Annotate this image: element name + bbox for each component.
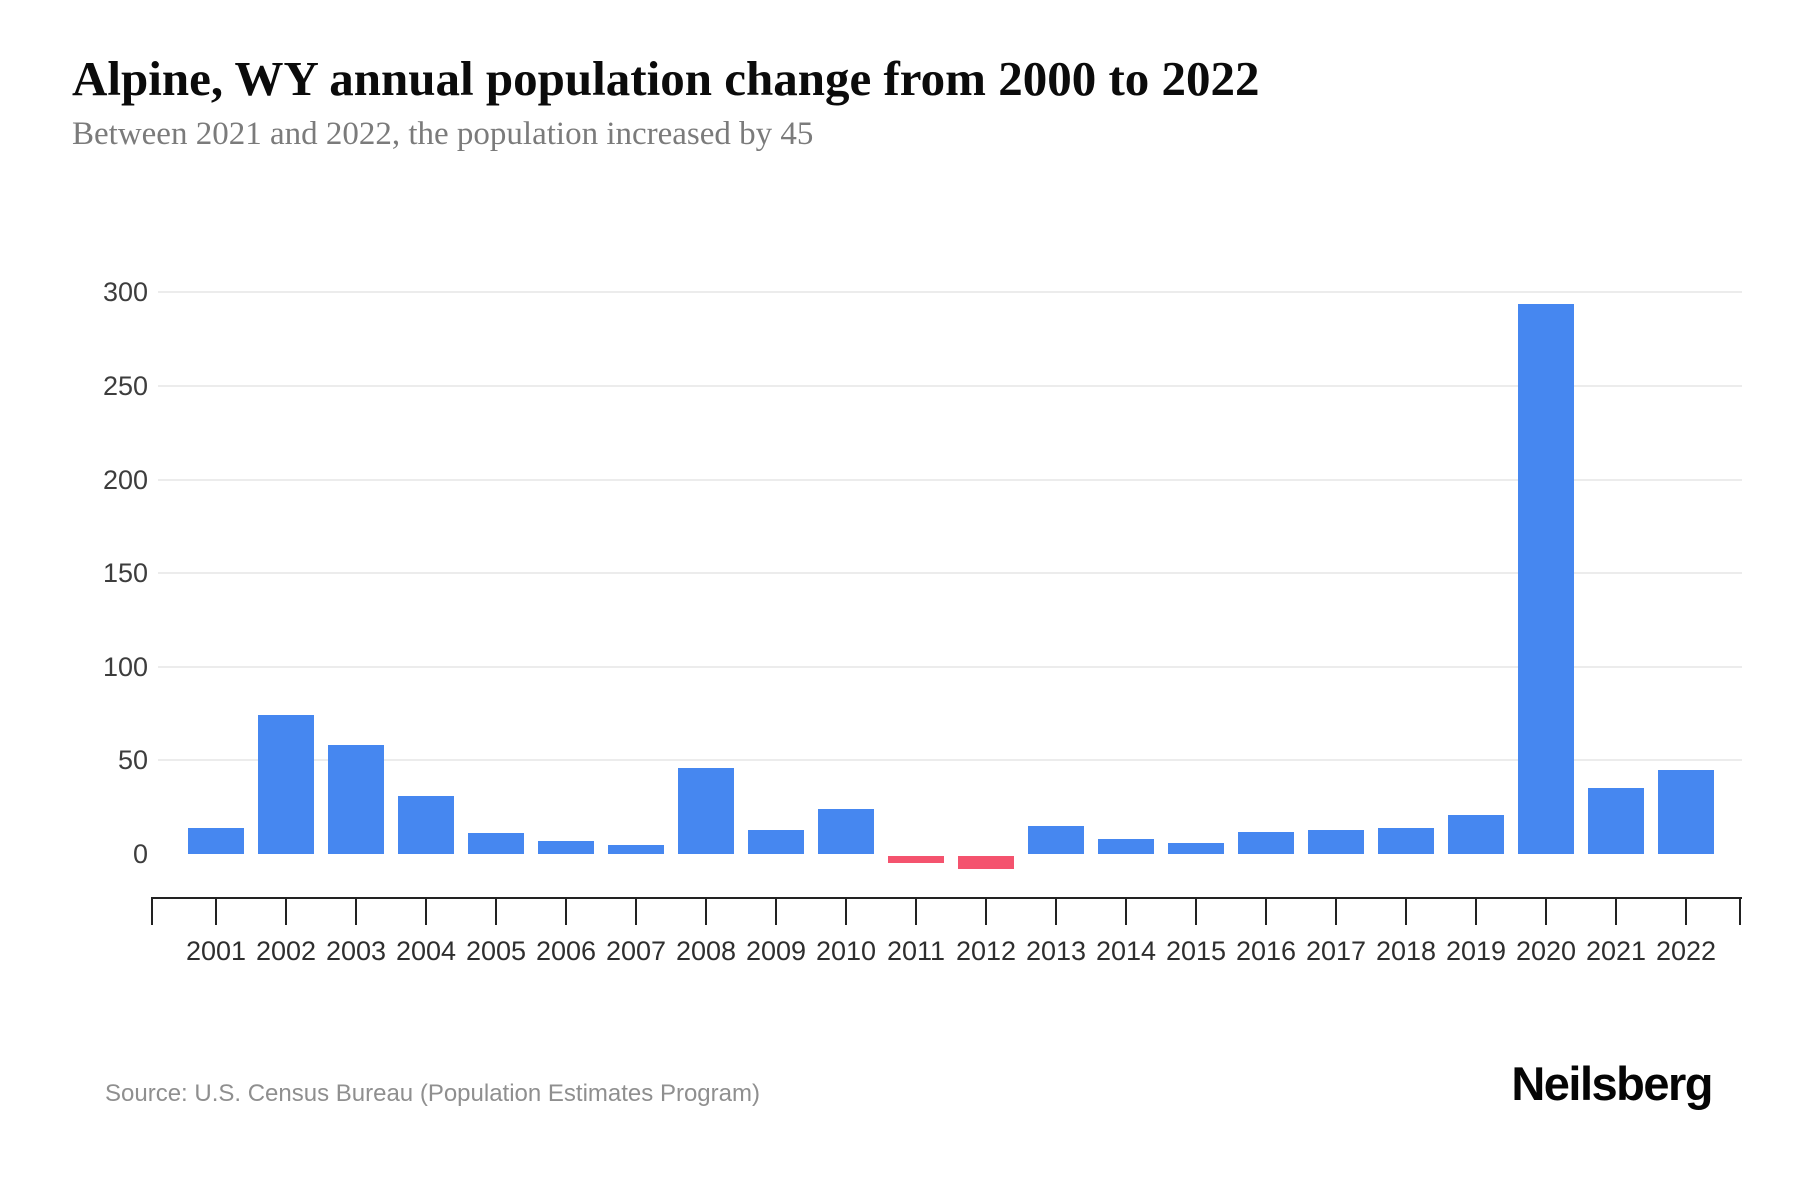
x-axis-tick-2017 bbox=[1335, 897, 1337, 925]
x-axis-label-2010: 2010 bbox=[815, 936, 877, 966]
bar-2003[interactable] bbox=[328, 745, 384, 854]
x-axis-label-2008: 2008 bbox=[675, 936, 737, 966]
x-axis-tick-2015 bbox=[1195, 897, 1197, 925]
x-axis-tick-2009 bbox=[775, 897, 777, 925]
gridline-100 bbox=[158, 665, 1742, 668]
x-axis-tick-2022 bbox=[1685, 897, 1687, 925]
x-axis-label-2021: 2021 bbox=[1585, 936, 1647, 966]
bar-2016[interactable] bbox=[1238, 831, 1294, 854]
y-axis-tick-label-0: 0 bbox=[132, 839, 148, 869]
x-axis-tick-2008 bbox=[705, 897, 707, 925]
bar-2022[interactable] bbox=[1658, 769, 1714, 854]
chart-subtitle: Between 2021 and 2022, the population in… bbox=[72, 116, 814, 152]
gridline-50 bbox=[158, 759, 1742, 762]
x-axis-tick-2004 bbox=[425, 897, 427, 925]
x-axis-end-tick bbox=[1739, 897, 1741, 925]
gridline-300 bbox=[158, 291, 1742, 294]
neilsberg-logo: Neilsberg bbox=[1511, 1057, 1713, 1110]
x-axis-label-2003: 2003 bbox=[325, 936, 387, 966]
x-axis-tick-2003 bbox=[355, 897, 357, 925]
x-axis-tick-2002 bbox=[285, 897, 287, 925]
bar-2018[interactable] bbox=[1378, 827, 1434, 854]
x-axis-label-2014: 2014 bbox=[1095, 936, 1157, 966]
x-axis-tick-2007 bbox=[635, 897, 637, 925]
bar-2009[interactable] bbox=[748, 829, 804, 854]
x-axis-tick-2010 bbox=[845, 897, 847, 925]
bar-2013[interactable] bbox=[1028, 825, 1084, 854]
x-axis-label-2016: 2016 bbox=[1235, 936, 1297, 966]
bar-2010[interactable] bbox=[818, 809, 874, 854]
bar-2015[interactable] bbox=[1168, 842, 1224, 854]
gridline-250 bbox=[158, 385, 1742, 387]
x-axis-tick-2016 bbox=[1265, 897, 1267, 925]
x-axis-tick-2005 bbox=[495, 897, 497, 925]
x-axis-tick-2012 bbox=[985, 897, 987, 925]
x-axis-label-2015: 2015 bbox=[1165, 936, 1227, 966]
x-axis-tick-2013 bbox=[1055, 897, 1057, 925]
bar-2006[interactable] bbox=[538, 840, 594, 854]
x-axis-label-2001: 2001 bbox=[185, 936, 247, 966]
y-axis-tick-label-50: 50 bbox=[117, 745, 148, 776]
x-axis-label-2022: 2022 bbox=[1655, 936, 1717, 966]
x-axis-label-2002: 2002 bbox=[255, 936, 317, 966]
bar-2011[interactable] bbox=[888, 856, 944, 864]
y-axis-tick-label-200: 200 bbox=[102, 464, 148, 495]
y-axis-tick-label-250: 250 bbox=[102, 371, 148, 401]
x-axis-label-2007: 2007 bbox=[605, 936, 667, 966]
bar-2001[interactable] bbox=[188, 827, 244, 854]
x-axis-label-2017: 2017 bbox=[1305, 936, 1367, 966]
x-axis-tick-2001 bbox=[215, 897, 217, 925]
bar-2004[interactable] bbox=[398, 795, 454, 854]
x-axis-line bbox=[152, 897, 1742, 899]
bar-2007[interactable] bbox=[608, 844, 664, 854]
bar-2005[interactable] bbox=[468, 833, 524, 854]
x-axis-tick-2021 bbox=[1615, 897, 1617, 925]
x-axis-end-tick bbox=[151, 897, 153, 925]
bar-2021[interactable] bbox=[1588, 788, 1644, 854]
x-axis-label-2018: 2018 bbox=[1375, 936, 1437, 966]
bar-2017[interactable] bbox=[1308, 829, 1364, 854]
y-axis-tick-label-100: 100 bbox=[102, 651, 148, 682]
gridline-150 bbox=[158, 572, 1742, 575]
x-axis-label-2005: 2005 bbox=[465, 936, 527, 966]
gridline-200 bbox=[158, 478, 1742, 481]
x-axis-label-2011: 2011 bbox=[886, 936, 946, 966]
x-axis-label-2019: 2019 bbox=[1445, 936, 1507, 966]
chart-title: Alpine, WY annual population change from… bbox=[72, 51, 1260, 106]
x-axis-label-2009: 2009 bbox=[745, 936, 807, 966]
x-axis-tick-2014 bbox=[1125, 897, 1127, 925]
x-axis-label-2004: 2004 bbox=[395, 936, 457, 966]
x-axis-tick-2019 bbox=[1475, 897, 1477, 925]
y-axis-tick-label-150: 150 bbox=[102, 558, 148, 589]
x-axis-label-2020: 2020 bbox=[1515, 936, 1577, 966]
x-axis-label-2012: 2012 bbox=[955, 936, 1017, 966]
x-axis-tick-2006 bbox=[565, 897, 567, 925]
x-axis-tick-2011 bbox=[915, 897, 917, 925]
bar-2008[interactable] bbox=[678, 767, 734, 854]
bar-2020[interactable] bbox=[1518, 303, 1574, 854]
x-axis-label-2006: 2006 bbox=[535, 936, 597, 966]
bar-2002[interactable] bbox=[258, 715, 314, 854]
bar-2012[interactable] bbox=[958, 856, 1014, 870]
x-axis-label-2013: 2013 bbox=[1025, 936, 1087, 966]
y-axis-tick-label-300: 300 bbox=[102, 277, 148, 308]
x-axis-tick-2018 bbox=[1405, 897, 1407, 925]
source-attribution: Source: U.S. Census Bureau (Population E… bbox=[105, 1080, 760, 1107]
x-axis-tick-2020 bbox=[1545, 897, 1547, 925]
bar-2014[interactable] bbox=[1098, 839, 1154, 854]
bar-2019[interactable] bbox=[1448, 814, 1504, 854]
